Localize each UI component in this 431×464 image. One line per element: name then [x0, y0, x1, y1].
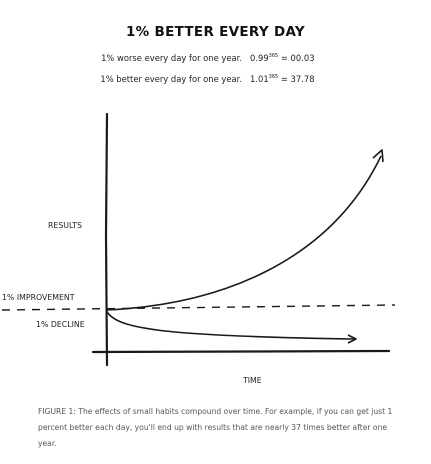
equation-better-result: = 37.78	[280, 74, 315, 84]
decline-curve	[105, 309, 356, 340]
equation-worse-result: = 00.03	[280, 53, 315, 63]
equation-better-text: 1% better every day for one year.	[100, 74, 242, 84]
improvement-curve	[105, 155, 382, 311]
improvement-baseline	[1, 304, 396, 311]
equation-better-exp: 365	[268, 74, 279, 80]
equation-better: 1% better every day for one year. 1.01365…	[40, 74, 400, 84]
equation-better-math: 1.01365 = 37.78	[242, 74, 315, 84]
equation-worse: 1% worse every day for one year. 0.99365 …	[40, 53, 400, 63]
improvement-arrowhead	[372, 149, 384, 163]
equation-worse-math: 0.99365 = 00.03	[242, 53, 315, 63]
decline-arrowhead	[347, 334, 357, 344]
chart-title: 1% BETTER EVERY DAY	[125, 24, 306, 40]
growth-chart: RESULTS 1% IMPROVEMENT 1% DECLINE TIME	[1, 112, 396, 385]
y-axis	[104, 112, 109, 367]
equation-worse-base: 0.99	[250, 53, 269, 63]
equation-better-base: 1.01	[250, 74, 269, 84]
equation-worse-text: 1% worse every day for one year.	[101, 53, 242, 63]
equation-worse-exp: 365	[268, 53, 279, 59]
improvement-label: 1% IMPROVEMENT	[2, 293, 75, 302]
x-axis	[91, 349, 391, 354]
x-axis-label: TIME	[242, 376, 262, 385]
figure-caption: FIGURE 1: The effects of small habits co…	[38, 407, 393, 448]
y-axis-label: RESULTS	[48, 221, 82, 230]
decline-label: 1% DECLINE	[36, 320, 85, 329]
